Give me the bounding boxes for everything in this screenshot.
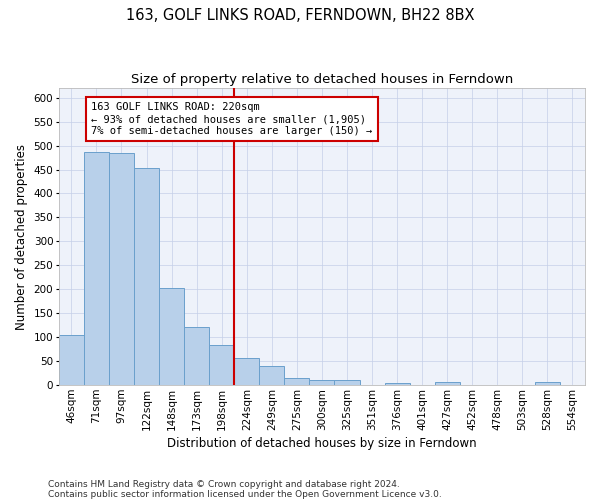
Bar [209, 346, 234, 385]
Bar [535, 382, 560, 385]
Bar [259, 366, 284, 385]
Bar [310, 380, 334, 385]
Bar [334, 380, 359, 385]
Bar [434, 382, 460, 385]
Bar [234, 358, 259, 385]
Text: 163 GOLF LINKS ROAD: 220sqm
← 93% of detached houses are smaller (1,905)
7% of s: 163 GOLF LINKS ROAD: 220sqm ← 93% of det… [91, 102, 373, 136]
Bar [159, 288, 184, 385]
Bar [84, 152, 109, 385]
Bar [134, 168, 159, 385]
Text: 163, GOLF LINKS ROAD, FERNDOWN, BH22 8BX: 163, GOLF LINKS ROAD, FERNDOWN, BH22 8BX [126, 8, 474, 22]
Title: Size of property relative to detached houses in Ferndown: Size of property relative to detached ho… [131, 72, 513, 86]
Text: Contains HM Land Registry data © Crown copyright and database right 2024.
Contai: Contains HM Land Registry data © Crown c… [48, 480, 442, 499]
Bar [385, 383, 410, 385]
Bar [284, 378, 310, 385]
Bar [184, 327, 209, 385]
Bar [109, 153, 134, 385]
Bar [59, 336, 84, 385]
Y-axis label: Number of detached properties: Number of detached properties [15, 144, 28, 330]
X-axis label: Distribution of detached houses by size in Ferndown: Distribution of detached houses by size … [167, 437, 477, 450]
